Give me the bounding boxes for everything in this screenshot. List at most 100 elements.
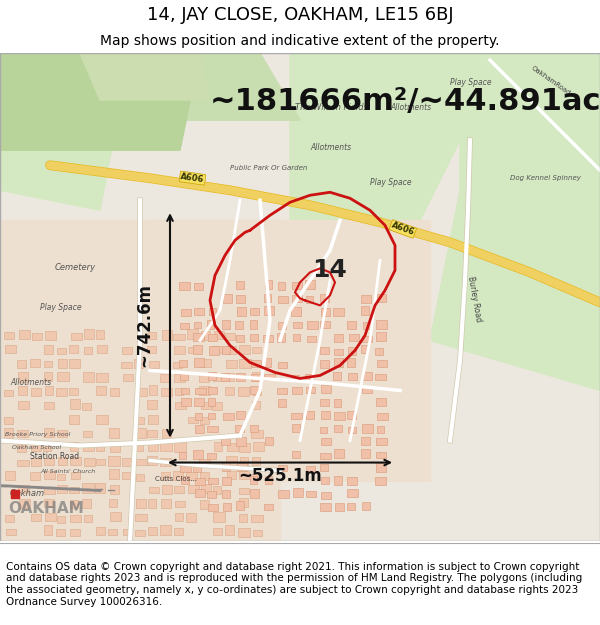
Bar <box>239 443 250 452</box>
Bar <box>195 413 202 421</box>
Bar <box>200 331 211 339</box>
Bar <box>71 333 82 341</box>
Bar <box>238 528 250 537</box>
Bar <box>96 527 105 535</box>
Bar <box>291 307 301 316</box>
Bar <box>17 386 26 395</box>
Bar <box>376 438 386 445</box>
Bar <box>239 498 248 508</box>
Bar <box>361 449 370 458</box>
Bar <box>193 345 202 354</box>
Bar <box>180 465 191 472</box>
Bar <box>181 476 189 484</box>
Bar <box>136 499 146 508</box>
Bar <box>200 472 209 480</box>
Polygon shape <box>0 53 130 210</box>
Bar <box>83 444 94 451</box>
Bar <box>30 359 40 367</box>
Bar <box>227 443 238 451</box>
Text: Oakham: Oakham <box>10 489 45 498</box>
Bar <box>253 442 264 451</box>
Bar <box>361 306 369 315</box>
Bar <box>208 334 217 341</box>
Bar <box>320 346 329 354</box>
Bar <box>82 483 94 492</box>
Bar <box>376 320 386 329</box>
Text: ~525.1m: ~525.1m <box>238 467 322 484</box>
Bar <box>179 452 187 459</box>
Bar <box>57 484 67 493</box>
Bar <box>278 296 287 303</box>
Bar <box>320 464 328 471</box>
Bar <box>175 402 186 409</box>
Polygon shape <box>430 53 600 391</box>
Bar <box>194 322 201 328</box>
Bar <box>96 414 108 424</box>
Bar <box>186 472 197 480</box>
Bar <box>376 478 386 485</box>
Bar <box>195 425 205 433</box>
Bar <box>147 399 157 409</box>
Bar <box>4 428 13 438</box>
Bar <box>347 478 357 486</box>
Bar <box>17 360 26 368</box>
Bar <box>6 529 16 535</box>
Bar <box>44 486 55 494</box>
Bar <box>44 428 54 437</box>
Bar <box>362 386 373 392</box>
Bar <box>19 330 30 339</box>
Bar <box>69 388 78 395</box>
Bar <box>278 322 286 329</box>
Bar <box>56 474 65 479</box>
Bar <box>334 349 343 355</box>
Bar <box>175 388 184 395</box>
Polygon shape <box>0 53 200 150</box>
Bar <box>31 514 41 521</box>
Bar <box>17 430 28 437</box>
Bar <box>377 360 387 367</box>
Bar <box>161 330 172 340</box>
Bar <box>181 398 191 406</box>
Bar <box>193 333 204 341</box>
Bar <box>292 413 302 419</box>
Bar <box>56 388 67 396</box>
Bar <box>95 331 104 339</box>
Bar <box>236 294 245 302</box>
Bar <box>5 515 14 522</box>
Bar <box>70 487 79 493</box>
Bar <box>44 344 53 354</box>
Bar <box>376 463 386 472</box>
Bar <box>292 295 302 302</box>
Bar <box>17 460 29 466</box>
Bar <box>32 333 41 340</box>
Bar <box>181 388 188 394</box>
Bar <box>187 512 196 522</box>
Bar <box>361 295 371 303</box>
Bar <box>227 471 236 479</box>
Bar <box>194 283 203 290</box>
Bar <box>250 308 259 315</box>
Bar <box>70 500 78 508</box>
Bar <box>349 427 356 433</box>
Bar <box>292 374 299 381</box>
Bar <box>376 348 383 355</box>
Bar <box>320 321 330 328</box>
Bar <box>208 413 215 419</box>
Bar <box>199 459 210 465</box>
Bar <box>236 463 247 471</box>
Bar <box>123 529 132 535</box>
Bar <box>265 476 272 484</box>
Bar <box>209 308 216 314</box>
Text: Allotments: Allotments <box>390 103 431 112</box>
Bar <box>277 334 286 342</box>
Bar <box>122 472 132 479</box>
Bar <box>136 474 144 481</box>
Bar <box>278 362 287 368</box>
Bar <box>347 489 358 497</box>
Polygon shape <box>290 53 460 220</box>
Bar <box>18 401 29 409</box>
Bar <box>377 413 388 421</box>
Bar <box>135 530 145 536</box>
Polygon shape <box>0 53 300 120</box>
Bar <box>4 418 13 424</box>
